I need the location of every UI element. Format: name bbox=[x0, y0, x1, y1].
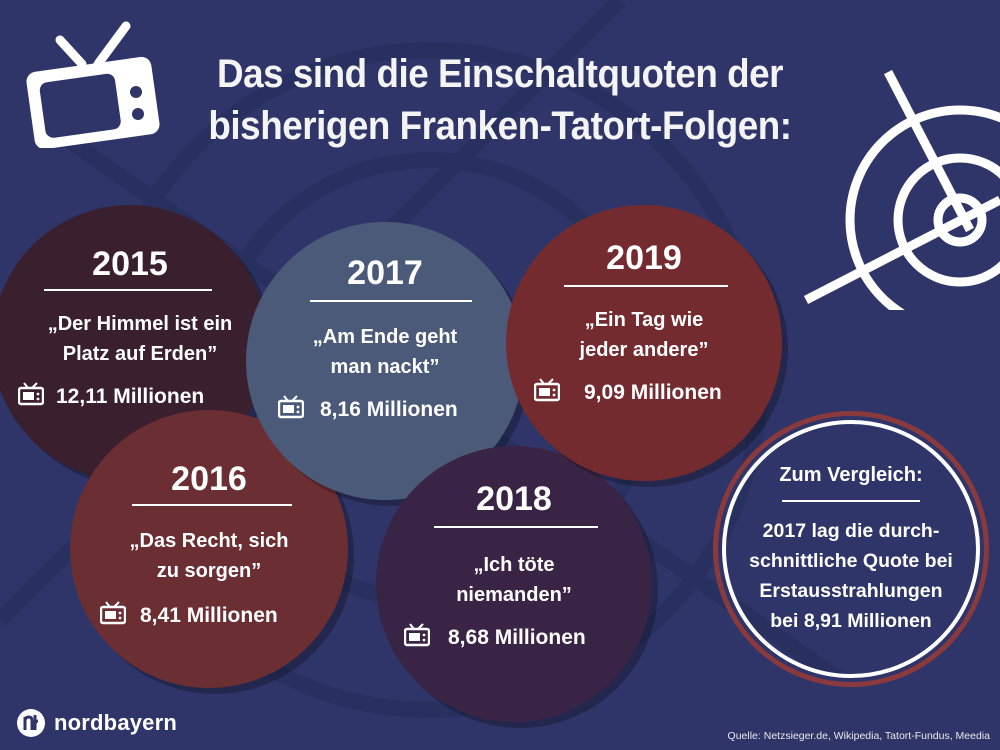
year-label: 2019 bbox=[606, 239, 682, 277]
tv-icon bbox=[26, 21, 160, 148]
episode-title-line-2: Platz auf Erden” bbox=[62, 343, 218, 365]
episode-title: „Ein Tag wie jeder andere” bbox=[506, 305, 782, 365]
crosshair-target-icon bbox=[803, 69, 1000, 310]
episode-title-line-1: „Der Himmel ist ein bbox=[47, 313, 233, 335]
tv-icon bbox=[404, 623, 430, 647]
title-line-1: Das sind die Einschaltquoten der bbox=[216, 52, 784, 96]
divider bbox=[782, 500, 920, 502]
episode-title-line-1: „Am Ende geht bbox=[312, 326, 458, 348]
viewer-count: 8,16 Millionen bbox=[320, 398, 458, 421]
episode-2019-circle: 2019 „Ein Tag wie jeder andere” 9,09 Mil… bbox=[506, 205, 782, 481]
tv-icon bbox=[18, 382, 44, 406]
viewer-count: 9,09 Millionen bbox=[584, 381, 722, 404]
tv-icon bbox=[534, 378, 560, 402]
episode-title-line-2: zu sorgen” bbox=[156, 560, 262, 582]
episode-title: „Das Recht, sich zu sorgen” bbox=[70, 526, 348, 586]
comparison-circle: Zum Vergleich: 2017 lag die durch- schni… bbox=[722, 420, 980, 678]
divider bbox=[44, 289, 212, 291]
episode-title-line-1: „Ein Tag wie bbox=[584, 309, 704, 331]
divider bbox=[310, 300, 472, 302]
page-title: Das sind die Einschaltquoten der bisheri… bbox=[206, 48, 795, 152]
viewer-count: 8,41 Millionen bbox=[140, 604, 278, 627]
source-note: Quelle: Netzsieger.de, Wikipedia, Tatort… bbox=[727, 730, 990, 742]
viewer-count: 8,68 Millionen bbox=[448, 626, 586, 649]
comparison-line-1: 2017 lag die durch- bbox=[762, 520, 940, 542]
episode-2016-circle: 2016 „Das Recht, sich zu sorgen” 8,41 Mi… bbox=[70, 410, 348, 688]
comparison-line-4: bei 8,91 Millionen bbox=[770, 610, 932, 632]
nordbayern-logo-mark bbox=[17, 709, 45, 737]
divider bbox=[132, 504, 292, 506]
comparison-heading: Zum Vergleich: bbox=[779, 464, 923, 486]
viewer-count: 12,11 Millionen bbox=[56, 385, 205, 408]
episode-title-line-1: „Ich töte bbox=[473, 554, 555, 576]
episode-title-line-2: niemanden” bbox=[456, 584, 572, 606]
divider bbox=[564, 285, 728, 287]
episode-title: „Ich töte niemanden” bbox=[376, 550, 652, 610]
year-label: 2017 bbox=[347, 254, 423, 292]
year-label: 2016 bbox=[171, 460, 247, 498]
tv-icon bbox=[100, 601, 126, 625]
comparison-line-2: schnittliche Quote bei bbox=[749, 550, 953, 572]
episode-title: „Der Himmel ist ein Platz auf Erden” bbox=[2, 309, 278, 369]
episode-title-line-1: „Das Recht, sich bbox=[129, 530, 289, 552]
episode-title-line-2: jeder andere” bbox=[579, 339, 709, 361]
brand-name: nordbayern bbox=[54, 710, 178, 735]
title-line-2: bisherigen Franken-Tatort-Folgen: bbox=[208, 104, 792, 148]
nordbayern-logo: nordbayern bbox=[16, 706, 177, 740]
comparison-line-3: Erstausstrahlungen bbox=[759, 580, 943, 602]
episode-2018-circle: 2018 „Ich töte niemanden” 8,68 Millionen bbox=[376, 446, 652, 722]
comparison-text: 2017 lag die durch- schnittliche Quote b… bbox=[740, 516, 962, 636]
episode-title: „Am Ende geht man nackt” bbox=[246, 322, 524, 382]
tv-icon bbox=[278, 395, 304, 419]
divider bbox=[434, 526, 598, 528]
year-label: 2015 bbox=[92, 245, 168, 283]
episode-title-line-2: man nackt” bbox=[330, 356, 440, 378]
year-label: 2018 bbox=[476, 480, 552, 518]
